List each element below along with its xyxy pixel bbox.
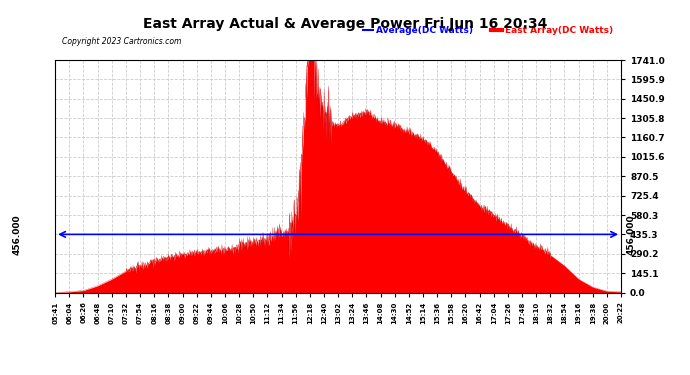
Text: East Array Actual & Average Power Fri Jun 16 20:34: East Array Actual & Average Power Fri Ju… [143,17,547,31]
Text: 456.000: 456.000 [12,214,22,255]
Text: Copyright 2023 Cartronics.com: Copyright 2023 Cartronics.com [62,38,181,46]
Text: 456.000: 456.000 [627,214,636,255]
Legend: Average(DC Watts), East Array(DC Watts): Average(DC Watts), East Array(DC Watts) [359,22,616,39]
